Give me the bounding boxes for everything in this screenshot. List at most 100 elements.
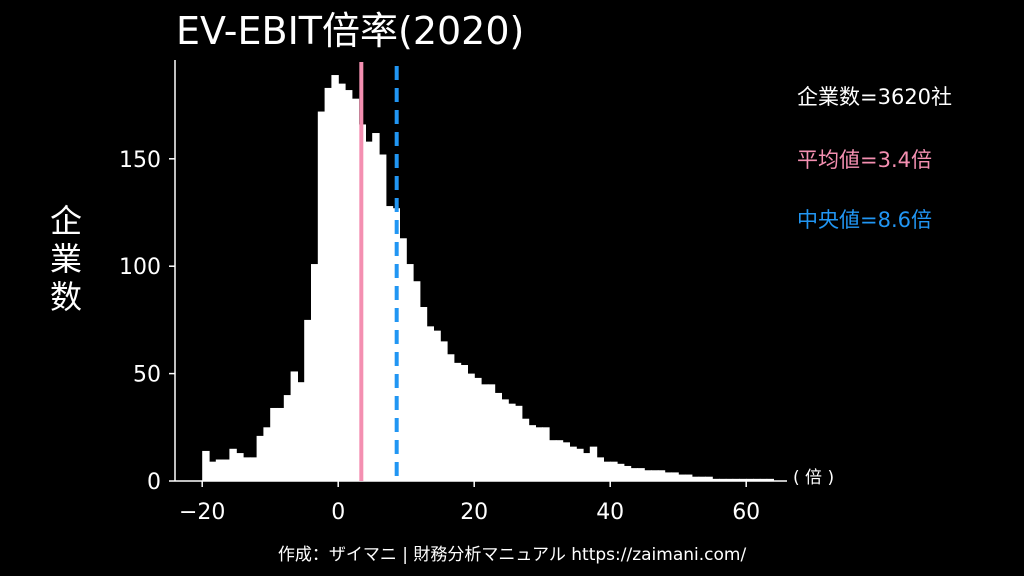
histogram-bar <box>263 427 271 481</box>
mean-label: 平均値=3.4倍 <box>797 148 932 172</box>
histogram-bar <box>419 307 428 481</box>
histogram-bar <box>379 154 387 482</box>
histogram-bar <box>576 448 584 481</box>
histogram-bar <box>555 440 564 481</box>
histogram-bar <box>732 478 740 481</box>
histogram-bar <box>637 468 645 481</box>
histogram-bar <box>209 461 217 481</box>
reference-lines <box>359 62 399 481</box>
histogram-bar <box>712 478 720 481</box>
histogram-bar <box>657 470 666 481</box>
histogram-bar <box>372 133 380 481</box>
histogram-bar <box>753 478 761 481</box>
histogram-bar <box>249 457 258 481</box>
histogram-bar <box>603 461 611 481</box>
histogram-bar <box>283 395 292 481</box>
histogram-bar <box>399 238 407 481</box>
histogram-bar <box>345 90 353 482</box>
histogram-bar <box>440 341 448 481</box>
histogram-bar <box>243 457 251 481</box>
histogram-bar <box>467 373 475 481</box>
histogram-bar <box>535 427 543 481</box>
histogram-bar <box>304 319 312 481</box>
histogram-bar <box>698 476 706 481</box>
x-axis-unit-label: ( 倍 ) <box>793 468 835 488</box>
histogram-bar <box>494 392 502 481</box>
histogram-bar <box>256 435 264 481</box>
histogram-bar <box>623 465 632 481</box>
histogram-bar <box>433 330 441 481</box>
histogram-bar <box>521 418 530 481</box>
histogram-bar <box>481 384 489 481</box>
histogram-bar <box>215 459 224 481</box>
histogram-bar <box>617 463 625 481</box>
footer-credit: 作成：ザイマニ | 財務分析マニュアル https://zaimani.com/ <box>277 545 747 565</box>
histogram-bar <box>766 478 774 481</box>
histogram-bar <box>596 457 604 481</box>
histogram-bar <box>447 354 455 481</box>
histogram-bar <box>759 478 768 481</box>
x-tick-label: 20 <box>460 500 488 525</box>
histogram-bar <box>739 478 747 481</box>
chart-title: EV-EBIT倍率(2020) <box>176 9 525 53</box>
histogram-bar <box>508 403 516 481</box>
histogram-bar <box>311 264 319 481</box>
histogram-bar <box>317 111 326 481</box>
histogram-bar <box>678 474 686 481</box>
histogram-bar <box>474 377 482 481</box>
histogram-bars <box>202 75 774 482</box>
histogram-bar <box>277 407 285 481</box>
histogram-bar <box>297 382 305 481</box>
histogram-bar <box>705 476 713 481</box>
histogram-bar <box>719 478 727 481</box>
histogram-bar <box>685 474 693 481</box>
x-tick-label: 0 <box>331 500 345 525</box>
histogram-bar <box>487 384 496 481</box>
histogram-bar <box>222 459 230 481</box>
y-axis-label-char-2: 業 <box>49 240 82 278</box>
histogram-bar <box>453 362 462 481</box>
histogram-bar <box>501 399 509 481</box>
histogram-bar <box>229 448 237 481</box>
histogram-bar <box>392 208 400 482</box>
y-axis-label-char-3: 数 <box>49 278 82 316</box>
histogram-bar <box>338 83 346 481</box>
histogram-bar <box>331 75 339 482</box>
x-tick-label: 60 <box>732 500 760 525</box>
histogram-bar <box>583 453 591 481</box>
x-tick-label: 40 <box>596 500 624 525</box>
histogram-bar <box>589 446 598 481</box>
histogram-bar <box>569 446 577 481</box>
histogram-bar <box>549 440 557 481</box>
histogram-bar <box>664 472 672 481</box>
histogram-bar <box>202 450 210 481</box>
histogram-bar <box>644 470 652 481</box>
axes: 0 50 100 150 −20 0 20 40 60 <box>119 60 787 525</box>
y-axis-label-char-1: 企 <box>49 202 82 240</box>
histogram-bar <box>515 405 523 481</box>
histogram-bar <box>324 87 332 482</box>
histogram-bar <box>542 427 550 481</box>
histogram-bar <box>671 472 679 481</box>
y-tick-label: 50 <box>133 363 161 388</box>
histogram-bar <box>270 407 278 481</box>
median-label: 中央値=8.6倍 <box>797 208 932 232</box>
histogram-bar <box>351 98 360 481</box>
histogram-bar <box>746 478 754 481</box>
x-tick-label: −20 <box>179 500 225 525</box>
histogram-bar <box>236 453 244 481</box>
histogram-bar <box>725 478 734 481</box>
histogram-bar <box>406 264 414 481</box>
histogram-bar <box>562 442 570 481</box>
y-tick-label: 150 <box>119 148 161 173</box>
histogram-bar <box>290 371 298 481</box>
y-tick-label: 0 <box>147 470 161 495</box>
histogram-bar <box>651 470 659 481</box>
histogram-bar <box>691 476 700 481</box>
histogram-bar <box>426 326 434 481</box>
company-count-label: 企業数=3620社 <box>797 85 953 109</box>
histogram-bar <box>610 461 618 481</box>
y-axis-label: 企 業 数 <box>48 202 84 316</box>
histogram-bar <box>385 206 394 481</box>
